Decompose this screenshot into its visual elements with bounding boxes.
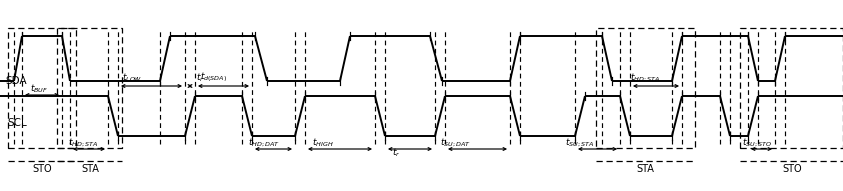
Text: $t_{SU;DAT}$: $t_{SU;DAT}$ xyxy=(440,137,471,149)
Text: SDA: SDA xyxy=(5,76,27,86)
Text: $t_{BUF}$: $t_{BUF}$ xyxy=(30,83,48,95)
Text: $t_{SU;STA}$: $t_{SU;STA}$ xyxy=(565,137,594,149)
Text: $t_{HD;STA}$: $t_{HD;STA}$ xyxy=(68,137,99,149)
Text: STO: STO xyxy=(32,164,51,174)
Text: $t_{LOW}$: $t_{LOW}$ xyxy=(122,71,142,84)
Text: $t_{d(SDA)}$: $t_{d(SDA)}$ xyxy=(200,70,227,84)
Text: $t_r$: $t_r$ xyxy=(196,71,205,84)
Text: $t_{HD;DAT}$: $t_{HD;DAT}$ xyxy=(248,137,280,149)
Text: $t_{SU;STO}$: $t_{SU;STO}$ xyxy=(742,137,772,149)
Text: STO: STO xyxy=(782,164,802,174)
Text: $t_r$: $t_r$ xyxy=(392,146,400,159)
Text: $t_{HD;STA}$: $t_{HD;STA}$ xyxy=(630,72,660,84)
Text: STA: STA xyxy=(636,164,654,174)
Text: STA: STA xyxy=(81,164,99,174)
Text: $t_{HIGH}$: $t_{HIGH}$ xyxy=(312,137,334,149)
Text: SCL: SCL xyxy=(8,118,27,128)
